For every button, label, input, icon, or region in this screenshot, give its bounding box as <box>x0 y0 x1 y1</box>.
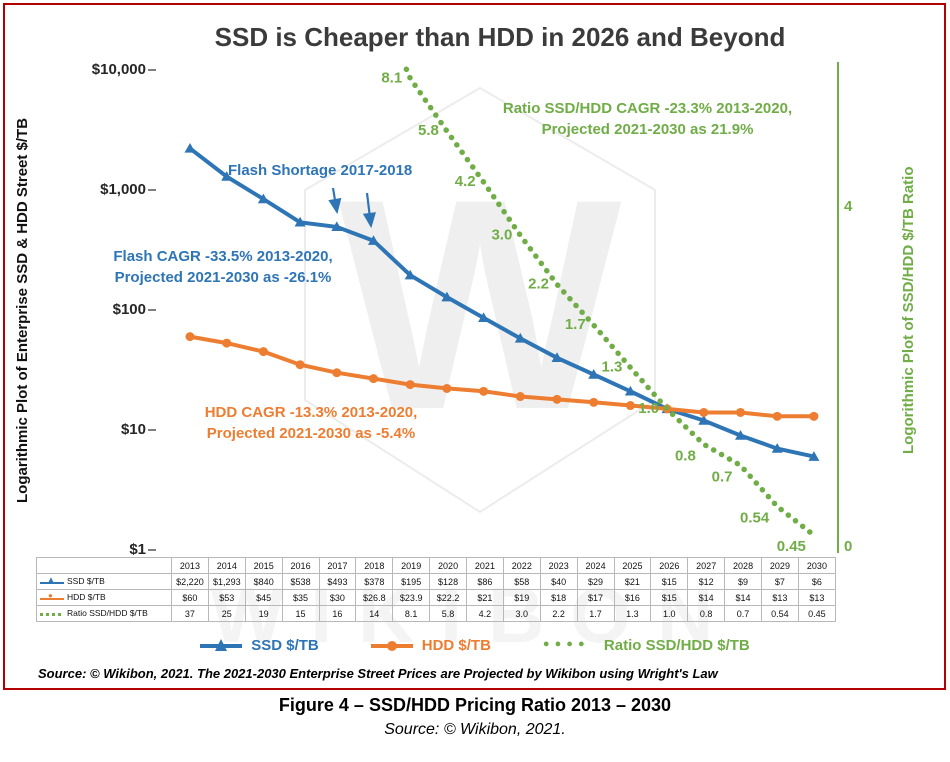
legend-label-ssd: SSD $/TB <box>251 637 319 654</box>
ratio-cagr-line2: Projected 2021-2030 as 21.9% <box>541 121 754 138</box>
y-tick-1: $1 <box>129 541 146 558</box>
y-tick-10000: $10,000 <box>91 61 146 78</box>
y-tick-10: $10 <box>120 421 146 438</box>
y-tick-1000: $1,000 <box>100 181 146 198</box>
ssd-row-marker-icon <box>40 575 64 587</box>
legend-item-ratio: Ratio SSD/HDD $/TB <box>543 637 750 654</box>
table-header-row: 2013 2014 2015 2016 2017 2018 2019 2020 2021 2022… <box>36 557 837 574</box>
table-row: Ratio SSD/HDD $/TB 37 25 19 15 16 14 8.1 5.8 4.2 3… <box>36 605 837 622</box>
right-axis-label: Logorithmic Plot of SSD/HDD $/TB Ratio <box>900 166 917 454</box>
ratio-legend-marker-icon <box>543 638 595 652</box>
flash-shortage-annotation: Flash Shortage 2017-2018 <box>228 162 413 179</box>
table-row: SSD $/TB$2,220$1,293$840$538$493$378$195… <box>36 573 837 590</box>
hdd-row-marker-icon <box>40 591 64 603</box>
price-table: 2013 2014 2015 2016 2017 2018 2019 2020 2021 2022… <box>36 557 837 622</box>
legend-item-hdd: HDD $/TB <box>370 637 491 654</box>
chart-legend: SSD $/TB HDD $/TB Ratio SSD/HDD $/TB <box>0 637 950 654</box>
figure-caption: Figure 4 – SSD/HDD Pricing Ratio 2013 – … <box>278 695 672 715</box>
ratio-tick-0: 0 <box>844 538 853 555</box>
hdd-legend-marker-icon <box>370 639 413 652</box>
ratio-cagr-line1: Ratio SSD/HDD CAGR -23.3% 2013-2020, <box>502 100 793 117</box>
flash-cagr-line1: Flash CAGR -33.5% 2013-2020, <box>113 248 333 265</box>
y-tick-100: $100 <box>112 301 146 318</box>
chart-frame <box>3 3 946 690</box>
legend-item-ssd: SSD $/TB <box>200 637 319 654</box>
ratio-tick-4: 4 <box>844 198 853 215</box>
table-row: HDD $/TB$60$53$45$35$30$26.8$23.9$22.2$2… <box>36 589 837 606</box>
figure-source: Source: © Wikibon, 2021. <box>384 721 566 738</box>
flash-cagr-annotation: Flash CAGR -33.5% 2013-2020, Projected 2… <box>98 246 348 288</box>
chart-title: SSD is Cheaper than HDD in 2026 and Beyo… <box>214 22 786 52</box>
legend-label-ratio: Ratio SSD/HDD $/TB <box>603 637 750 654</box>
ssd-legend-marker-icon <box>200 639 243 652</box>
hdd-cagr-line1: HDD CAGR -13.3% 2013-2020, <box>204 404 418 421</box>
hdd-cagr-line2: Projected 2021-2030 as -5.4% <box>206 425 416 442</box>
left-axis-label: Logarithmic Plot of Enterprise SSD & HDD… <box>14 117 31 503</box>
source-note: Source: © Wikibon, 2021. The 2021-2030 E… <box>38 666 718 681</box>
legend-label-hdd: HDD $/TB <box>421 637 491 654</box>
ratio-cagr-annotation: Ratio SSD/HDD CAGR -23.3% 2013-2020, Pro… <box>475 98 820 140</box>
flash-cagr-line2: Projected 2021-2030 as -26.1% <box>114 269 332 286</box>
hdd-cagr-annotation: HDD CAGR -13.3% 2013-2020, Projected 202… <box>180 402 442 444</box>
ratio-row-marker-icon <box>40 610 64 619</box>
